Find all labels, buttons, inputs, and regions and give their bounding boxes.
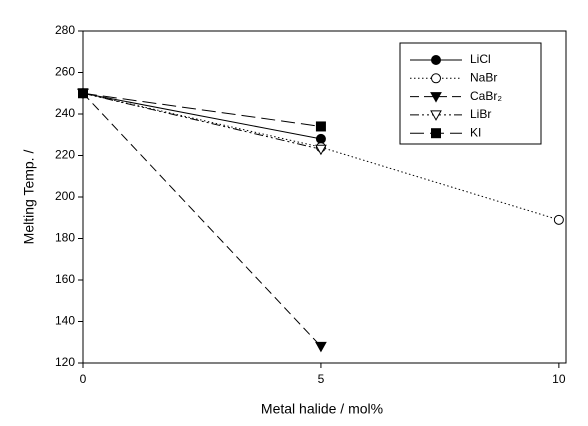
legend-label: NaBr (470, 70, 497, 84)
y-axis-label: Melting Temp. / (21, 150, 37, 245)
marker (315, 133, 326, 144)
legend-label: KI (470, 125, 481, 139)
y-tick-label: 160 (55, 272, 75, 286)
y-tick-label: 120 (55, 355, 75, 369)
x-tick-label: 5 (318, 372, 325, 386)
series-line (82, 92, 560, 221)
y-tick-label: 240 (55, 106, 75, 120)
legend-label: CaBr₂ (470, 89, 502, 103)
y-tick-label: 200 (55, 189, 75, 203)
marker (315, 341, 327, 353)
series-line (82, 92, 322, 347)
series-line (82, 92, 322, 127)
x-axis-label: Metal halide / mol% (261, 401, 383, 417)
marker (430, 110, 442, 121)
y-tick-label: 220 (55, 148, 75, 162)
series-line (82, 92, 322, 150)
marker (553, 214, 564, 225)
marker (430, 92, 442, 103)
legend-label: LiCl (470, 52, 491, 66)
marker (431, 55, 441, 65)
marker (431, 73, 441, 84)
series-line (82, 92, 322, 140)
y-tick-label: 180 (55, 231, 75, 245)
marker (315, 121, 326, 132)
x-tick-label: 0 (80, 372, 87, 386)
y-tick-label: 140 (55, 314, 75, 328)
x-tick-label: 10 (552, 372, 566, 386)
marker (315, 144, 327, 156)
marker (431, 128, 441, 139)
y-tick-label: 280 (55, 23, 75, 37)
y-tick-label: 260 (55, 65, 75, 79)
legend-label: LiBr (470, 107, 491, 121)
marker (78, 88, 88, 99)
